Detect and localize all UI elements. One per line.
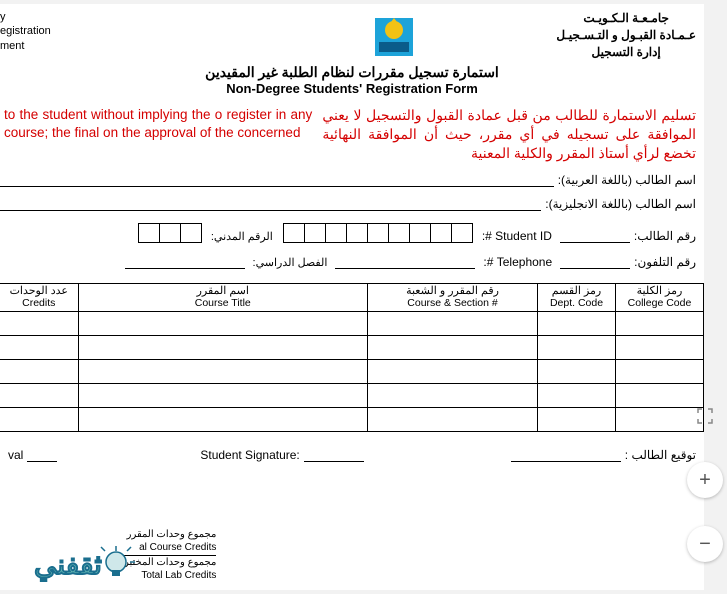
name-english-field: اسم الطالب (باللغة الانجليزية): xyxy=(0,197,704,211)
frag-line: ment xyxy=(0,39,51,53)
phone-line[interactable] xyxy=(560,255,630,269)
th-college-code: رمز الكليةCollege Code xyxy=(616,283,704,311)
semester-line[interactable] xyxy=(125,255,245,269)
civil-id-boxes[interactable] xyxy=(138,223,201,243)
telephone-label-en: Telephone #: xyxy=(483,255,552,269)
table-header-row: عدد الوحداتCredits اسم المقررCourse Titl… xyxy=(0,283,704,311)
student-no-line[interactable] xyxy=(560,229,630,243)
student-no-label-ar: رقم الطالب: xyxy=(634,229,696,243)
notice-english: to the student without implying the o re… xyxy=(4,106,322,163)
university-name: جامـعـة الـكـويـت عـمـادة القبـول و التـ… xyxy=(556,10,696,62)
uni-line: إدارة التسجيل xyxy=(556,44,696,61)
frag-line: y xyxy=(0,10,51,24)
sig-en-line[interactable] xyxy=(304,448,364,462)
title-english: Non-Degree Students' Registration Form xyxy=(0,81,704,96)
sig-en-label: Student Signature: xyxy=(200,448,299,462)
course-table: عدد الوحداتCredits اسم المقررCourse Titl… xyxy=(0,283,704,432)
val-text: val xyxy=(8,448,23,462)
table-row[interactable] xyxy=(0,359,704,383)
telephone-line[interactable] xyxy=(335,255,475,269)
form-title: استمارة تسجيل مقررات لنظام الطلبة غير ال… xyxy=(0,64,704,96)
watermark-text: ثقفني xyxy=(34,548,102,581)
th-course-title: اسم المقررCourse Title xyxy=(78,283,368,311)
lightbulb-icon xyxy=(96,544,136,584)
fit-page-button[interactable] xyxy=(687,398,723,434)
th-credits: عدد الوحداتCredits xyxy=(0,283,78,311)
student-id-row: رقم الطالب: Student ID #: الرقم المدني: xyxy=(0,223,704,243)
lab-credits-line: مجموع وحدات المختبر Total Lab Credits xyxy=(124,557,216,583)
left-header-fragment: y egistration ment xyxy=(0,10,51,62)
course-credits-line: مجموع وحدات المقرر al Course Credits xyxy=(124,529,216,556)
name-ar-input-line[interactable] xyxy=(0,173,554,187)
phone-label-ar: رقم التلفون: xyxy=(634,255,696,269)
notice-arabic: تسليم الاستمارة للطالب من قبل عمادة القب… xyxy=(322,106,696,163)
document-page: y egistration ment جامـعـة الـكـويـت عـم… xyxy=(0,4,704,590)
table-row[interactable] xyxy=(0,407,704,431)
th-dept-code: رمز القسمDept. Code xyxy=(538,283,616,311)
civil-id-label: الرقم المدني: xyxy=(211,230,273,243)
header-row: y egistration ment جامـعـة الـكـويـت عـم… xyxy=(0,4,704,62)
semester-label: الفصل الدراسي: xyxy=(253,256,328,269)
table-row[interactable] xyxy=(0,383,704,407)
name-ar-label: اسم الطالب (باللغة العربية): xyxy=(558,173,696,187)
table-row[interactable] xyxy=(0,311,704,335)
sig-ar-label: توقيع الطالب : xyxy=(625,448,696,462)
table-row[interactable] xyxy=(0,335,704,359)
uni-line: عـمـادة القبـول و التـسـجيـل xyxy=(556,27,696,44)
signature-row: val Student Signature: توقيع الطالب : xyxy=(0,448,704,462)
name-arabic-field: اسم الطالب (باللغة العربية): xyxy=(0,173,704,187)
approval-fragment: val xyxy=(8,448,61,462)
telephone-row: رقم التلفون: Telephone #: الفصل الدراسي: xyxy=(0,255,704,269)
zoom-in-button[interactable]: + xyxy=(687,462,723,498)
val-line[interactable] xyxy=(27,448,57,462)
zoom-out-button[interactable]: − xyxy=(687,526,723,562)
th-course-section: رقم المقرر و الشعبةCourse & Section # xyxy=(368,283,538,311)
student-signature-en: Student Signature: xyxy=(200,448,367,462)
name-en-input-line[interactable] xyxy=(0,197,541,211)
watermark: ثقفني xyxy=(34,544,136,584)
student-signature-ar: توقيع الطالب : xyxy=(507,448,696,462)
frag-line: egistration xyxy=(0,24,51,38)
notice-row: to the student without implying the o re… xyxy=(0,106,704,163)
viewer-controls: + − xyxy=(687,398,723,562)
title-arabic: استمارة تسجيل مقررات لنظام الطلبة غير ال… xyxy=(0,64,704,81)
name-en-label: اسم الطالب (باللغة الانجليزية): xyxy=(545,197,696,211)
credits-summary: مجموع وحدات المقرر al Course Credits مجم… xyxy=(124,529,216,584)
student-id-boxes[interactable] xyxy=(283,223,472,243)
university-logo-icon xyxy=(369,12,419,62)
uni-line: جامـعـة الـكـويـت xyxy=(556,10,696,27)
sig-ar-line[interactable] xyxy=(511,448,621,462)
student-id-label-en: Student ID #: xyxy=(482,229,552,243)
